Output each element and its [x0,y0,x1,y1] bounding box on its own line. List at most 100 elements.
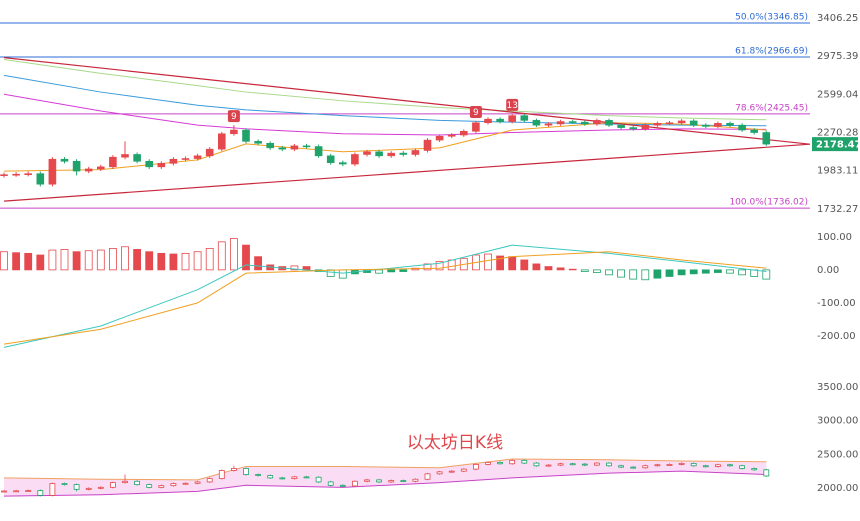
candle-body [25,490,32,492]
y-tick-label: 1732.27 [817,204,858,215]
candle-body [146,484,153,488]
candle-body [509,459,516,465]
candle-body [400,480,407,482]
candle-body [484,118,492,124]
macd-bar [229,238,238,271]
candle-body [533,462,540,467]
candle-body [37,490,44,496]
candle-body [642,465,649,469]
candle-body [36,173,45,185]
macd-bar [665,269,674,277]
candle-body [751,468,758,471]
candle-body [689,120,698,126]
candle-body [157,163,166,168]
macd-bar [484,253,492,271]
candle-body [72,160,81,172]
candle-body [423,139,432,151]
indicator-line [3,251,767,345]
macd-bar [556,267,565,271]
candle-body [532,120,541,126]
candle-body [170,483,177,487]
marker-label: 13 [506,101,517,111]
candle-body [61,483,68,486]
candle-body [641,124,650,130]
candle-body [581,463,588,466]
candle-body [448,470,455,473]
candle-body [13,490,20,493]
candle-body [568,121,577,123]
candle-body [412,478,419,482]
candle-body [508,115,517,122]
candle-body [726,123,734,126]
candle-body [701,124,710,127]
candle-body [97,166,105,170]
candle-body [738,124,746,131]
candle-body [606,462,612,467]
macd-bar [605,269,613,276]
macd-bar [520,259,529,271]
candle-body [110,482,116,488]
candle-body [364,479,370,482]
y-tick-label: 2599.04 [817,89,858,100]
macd-bar [544,266,553,271]
macd-bar [84,250,93,271]
chart-title: 以太坊日K线 [407,433,503,453]
indicator-line [3,59,767,121]
macd-bar [435,261,444,271]
candle-body [762,132,771,145]
candle-body [447,134,456,137]
macd-bar [568,268,577,271]
candle-body [122,480,128,484]
candle-body [48,158,57,185]
macd-bar [617,269,625,278]
candle-body [218,133,226,150]
macd-bar [399,269,408,272]
band-lower [3,470,767,497]
y-tick-label: 100.00 [817,232,852,243]
candle-body [727,464,733,467]
macd-bar [36,254,45,271]
macd-bar [290,265,299,271]
candle-body [629,127,638,130]
macd-bar [338,269,347,279]
candle-body [205,148,214,157]
macd-bar [701,269,710,274]
y-tick-label: 0.00 [817,265,839,276]
macd-bar [60,249,69,271]
candle-body [387,152,396,157]
candle-body [351,480,358,487]
candle-body [315,476,322,483]
candle-body [666,464,673,466]
candle-body [763,469,770,477]
candle-body [376,479,383,483]
candle-body [255,474,262,476]
y-tick-label: -100.00 [817,298,856,309]
candle-body [665,122,674,125]
candle-body [594,462,600,466]
candle-body [314,146,323,157]
fib-label: 61.8%(2966.69) [735,47,808,57]
candle-body [485,462,491,465]
candle-body [303,476,310,479]
candle-body [544,123,553,126]
candle-body [497,462,504,465]
fib-label: 100.0%(1736.02) [729,198,808,208]
marker-label: 9 [231,112,237,122]
candle-body [678,463,685,465]
candle-body [134,480,141,486]
candle-body [472,464,479,470]
candle-body [399,152,408,155]
candle-body [302,145,311,148]
candle-body [605,120,613,126]
marker-label: 9 [473,108,479,118]
marker-badge [506,98,519,111]
candle-body [194,481,201,484]
indicator-line [3,244,767,348]
candle-body [545,464,552,467]
macd-bar [689,269,698,275]
fib-label: 78.6%(2425.45) [735,103,808,113]
candle-body [521,459,528,464]
candle-body [326,155,335,163]
candle-body [677,120,686,124]
candle-body [593,120,601,125]
